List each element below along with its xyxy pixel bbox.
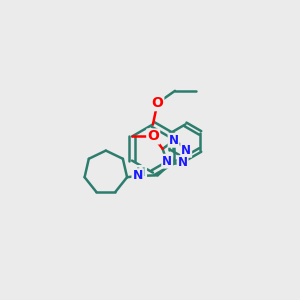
Text: N: N	[162, 155, 172, 168]
Text: N: N	[169, 134, 178, 147]
Text: N: N	[178, 156, 188, 169]
Text: O: O	[147, 130, 159, 143]
Text: N: N	[132, 169, 143, 182]
Text: O: O	[152, 96, 163, 110]
Text: N: N	[181, 144, 191, 157]
Text: H: H	[136, 166, 146, 179]
